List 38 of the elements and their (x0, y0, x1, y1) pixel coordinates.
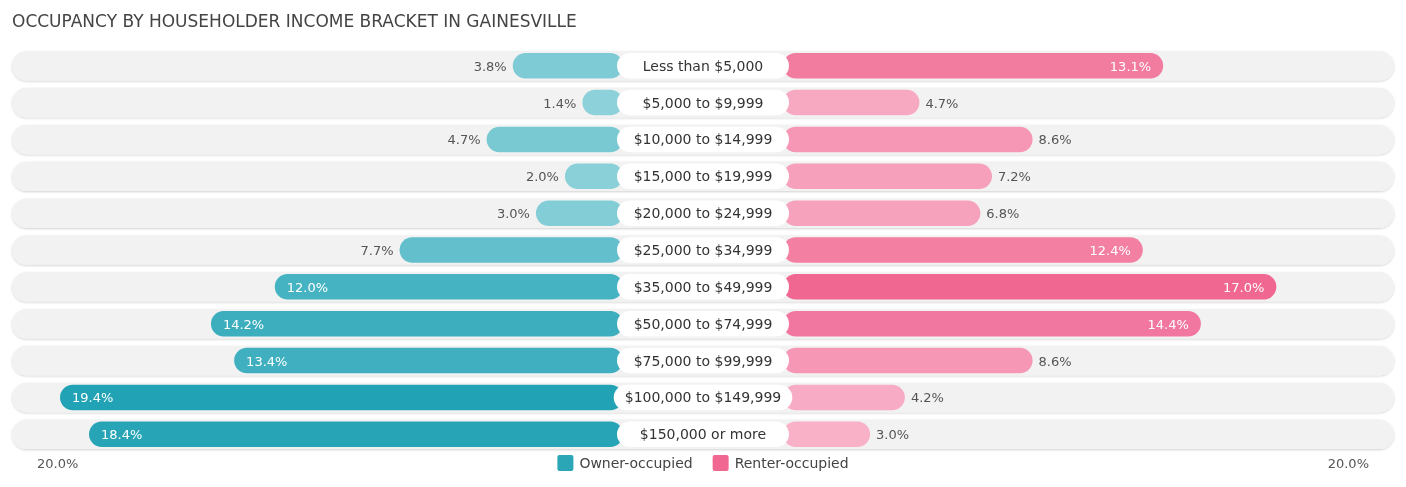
y-tick-label: $150,000 or more (639, 426, 767, 443)
y-tick-label: Less than $5,000 (642, 57, 764, 74)
y-tick-label: $75,000 to $99,999 (633, 352, 773, 369)
y-tick-label: $50,000 to $74,999 (633, 315, 773, 332)
data-label: 3.8% (473, 58, 507, 74)
legend-label: Renter-occupied (734, 455, 849, 471)
data-label: 7.7% (360, 243, 394, 258)
data-label: 12.4% (1089, 243, 1131, 258)
data-label: 3.0% (496, 206, 530, 222)
data-label: 14.4% (1147, 316, 1189, 332)
y-tick-label: $25,000 to $34,999 (633, 242, 773, 258)
y-tick-label: $5,000 to $9,999 (642, 94, 764, 111)
y-tick-label: $100,000 to $149,999 (624, 389, 782, 406)
data-label: 4.2% (910, 390, 944, 406)
text: 20.0% (37, 456, 79, 471)
legend-label: Owner-occupied (579, 455, 693, 471)
data-label: 7.2% (997, 169, 1031, 185)
y-tick-label: $10,000 to $14,999 (633, 131, 773, 148)
data-label: 3.0% (876, 427, 910, 443)
chart-title: OCCUPANCY BY HOUSEHOLDER INCOME BRACKET IN GAINESVILLE (12, 11, 577, 31)
data-label: 14.2% (222, 316, 265, 332)
data-label: 12.0% (286, 279, 329, 295)
data-label: 4.7% (447, 132, 481, 148)
data-label: 8.6% (1038, 132, 1072, 148)
y-tick-label: $20,000 to $24,999 (633, 205, 773, 222)
data-label: 17.0% (1223, 279, 1265, 295)
data-label: 18.4% (101, 427, 143, 443)
data-label: 2.0% (525, 169, 559, 185)
data-label: 4.7% (925, 95, 959, 111)
data-label: 8.6% (1038, 353, 1072, 369)
text: 20.0% (1327, 456, 1369, 471)
data-label: 19.4% (72, 390, 114, 406)
data-label: 1.4% (543, 95, 577, 111)
y-tick-label: $15,000 to $19,999 (633, 168, 773, 185)
y-tick-label: $35,000 to $49,999 (633, 278, 773, 295)
data-label: 13.4% (246, 353, 288, 369)
data-label: 6.8% (986, 206, 1020, 222)
data-label: 13.1% (1109, 58, 1152, 74)
